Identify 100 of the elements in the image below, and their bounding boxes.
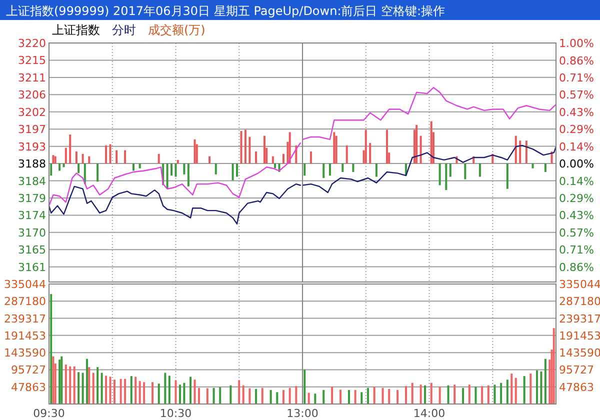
- bar: [88, 367, 90, 404]
- bar: [304, 164, 306, 176]
- bar: [510, 374, 513, 404]
- y2-tick-label: 0.57%: [559, 88, 594, 102]
- bar: [295, 386, 298, 404]
- bar: [314, 394, 316, 404]
- bar: [58, 360, 61, 404]
- y-tick-label: 3206: [18, 88, 46, 102]
- bar: [462, 388, 464, 404]
- y-tick-label: 3161: [18, 260, 46, 274]
- bar: [50, 164, 52, 176]
- y-tick-label: 191453: [4, 329, 46, 342]
- bar: [438, 386, 441, 404]
- bar: [116, 150, 118, 164]
- bar: [176, 160, 179, 164]
- bar: [194, 380, 196, 404]
- y-tick-label: 95727: [11, 364, 46, 377]
- chart-subtitle: 上证指数: [52, 23, 100, 37]
- y-tick-label: 3202: [18, 106, 46, 119]
- y2-tick-label: 0.00%: [559, 158, 594, 171]
- bar: [276, 392, 278, 404]
- bar: [164, 372, 166, 404]
- y2-tick-label: 191453: [559, 329, 600, 342]
- bar: [138, 164, 141, 168]
- bar: [88, 156, 90, 164]
- bar: [438, 164, 441, 186]
- bar: [445, 164, 448, 190]
- text: 分时: [112, 23, 136, 37]
- bar: [168, 376, 170, 404]
- bar: [447, 385, 450, 404]
- bar: [375, 164, 378, 177]
- bar: [82, 154, 84, 164]
- bar: [352, 164, 354, 172]
- y-tick-label: 3179: [18, 192, 46, 205]
- bar: [430, 121, 432, 164]
- bar: [411, 382, 414, 404]
- bar: [255, 151, 258, 164]
- bar: [130, 376, 132, 404]
- y-tick-label: 3184: [18, 174, 46, 188]
- bar: [478, 164, 481, 177]
- bar: [481, 386, 484, 404]
- y2-tick-label: 95727: [559, 364, 594, 377]
- bar: [340, 390, 342, 404]
- y-tick-label: 3220: [18, 37, 46, 50]
- bar: [96, 164, 99, 182]
- bar: [514, 136, 517, 164]
- bar: [494, 384, 496, 404]
- bar: [134, 376, 137, 404]
- bar: [214, 164, 217, 174]
- bar: [487, 385, 490, 404]
- y2-tick-label: 0.86%: [559, 54, 594, 68]
- bar: [240, 130, 242, 164]
- bar: [242, 385, 244, 404]
- bar: [369, 143, 372, 164]
- bar: [474, 386, 477, 404]
- y-tick-label: 3215: [18, 54, 46, 68]
- x-tick-label: 13:00: [286, 407, 318, 420]
- bar: [78, 372, 80, 404]
- bar: [132, 164, 135, 171]
- y-tick-label: 3170: [18, 226, 46, 240]
- bar: [52, 155, 54, 164]
- bar: [113, 380, 116, 404]
- y-tick-label: 3193: [18, 140, 46, 154]
- bar: [84, 164, 86, 184]
- bar: [420, 136, 422, 164]
- x-tick-label: 09:30: [33, 407, 65, 420]
- bar: [248, 136, 251, 164]
- bar: [100, 372, 103, 404]
- bar: [50, 294, 52, 404]
- y2-tick-label: 0.14%: [559, 174, 594, 188]
- bar: [282, 154, 284, 164]
- y-tick-label: 3197: [18, 123, 46, 136]
- bar: [328, 164, 331, 176]
- bar: [530, 374, 532, 404]
- y2-tick-label: 0.71%: [559, 71, 594, 84]
- bar: [532, 164, 534, 168]
- bar: [342, 164, 344, 172]
- bar: [468, 384, 470, 404]
- bar: [158, 384, 160, 404]
- bar: [346, 145, 348, 164]
- bar: [78, 164, 80, 174]
- bar: [308, 392, 310, 404]
- bar: [335, 136, 338, 164]
- bar: [386, 130, 388, 164]
- bar: [310, 151, 312, 164]
- bar: [506, 380, 508, 404]
- bar: [525, 140, 528, 164]
- bar: [92, 372, 94, 404]
- bar: [322, 164, 325, 178]
- bar: [232, 164, 234, 180]
- bar: [272, 156, 274, 164]
- y-tick-label: 3165: [18, 244, 46, 257]
- y2-tick-label: 1.00%: [559, 37, 594, 50]
- y2-tick-label: 0.71%: [559, 244, 594, 257]
- bar: [464, 164, 466, 180]
- y-tick-label: 3211: [18, 71, 46, 84]
- chart-title: 上证指数(999999) 2017年06月30日 星期五 PageUp/Down:前后日 空格键:操作: [6, 4, 446, 18]
- bar: [322, 390, 325, 404]
- bar: [514, 378, 517, 404]
- bar: [366, 388, 369, 404]
